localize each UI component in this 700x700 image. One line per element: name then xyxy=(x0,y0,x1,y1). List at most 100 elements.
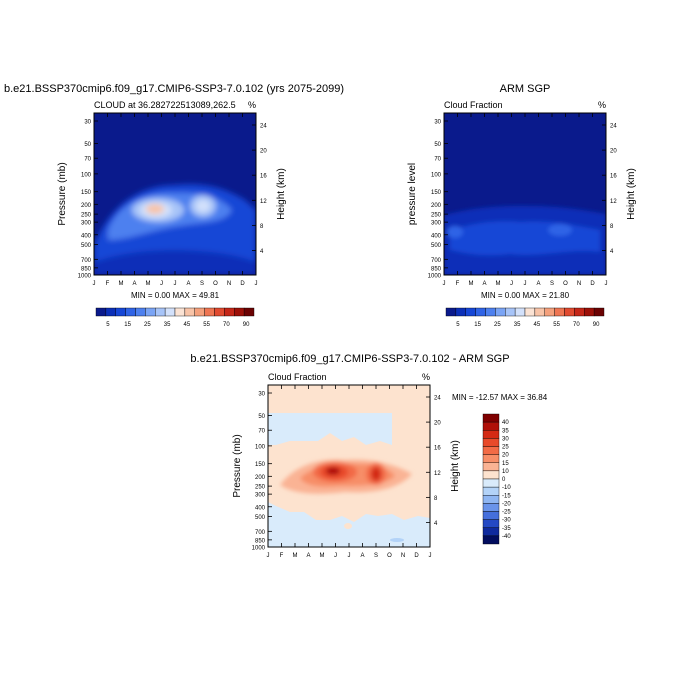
colorbar-label: 25 xyxy=(494,322,501,328)
colorbar-label: 70 xyxy=(223,322,230,328)
colorbar-swatch xyxy=(475,307,486,317)
month-tick-label: J xyxy=(429,553,432,559)
pressure-tick-label: 250 xyxy=(255,485,266,491)
month-tick-label: M xyxy=(496,281,501,287)
panel-model-colorbar: 5 15 25 35 45 55 70 90 xyxy=(95,307,255,328)
pressure-tick-label: 850 xyxy=(255,538,266,544)
month-tick-label: S xyxy=(550,281,554,287)
pressure-tick-label: 30 xyxy=(434,120,441,126)
colorbar-label: 45 xyxy=(534,322,541,328)
colorbar-label: 55 xyxy=(553,322,560,328)
colorbar-label: 35 xyxy=(514,322,521,328)
month-tick-label: O xyxy=(387,553,392,559)
pressure-tick-label: 200 xyxy=(255,475,266,481)
month-tick-label: N xyxy=(227,281,231,287)
colorbar-label: 40 xyxy=(502,420,509,426)
colorbar-swatch xyxy=(482,446,500,455)
month-tick-label: M xyxy=(119,281,124,287)
colorbar-swatch xyxy=(234,307,245,317)
colorbar-swatch xyxy=(482,486,500,496)
month-tick-label: M xyxy=(293,553,298,559)
height-tick-label: 24 xyxy=(610,123,617,129)
panel-obs-subtitle-right: % xyxy=(598,100,606,110)
colorbar-swatch xyxy=(95,307,107,317)
colorbar-label: 90 xyxy=(243,322,250,328)
pressure-tick-label: 100 xyxy=(431,172,442,178)
height-tick-label: 20 xyxy=(434,421,441,427)
panel-model-left-axis: 30 50 70 100 150 200 250 300 400 500 700 850 1000 xyxy=(78,120,98,280)
colorbar-label: 30 xyxy=(502,436,509,442)
colorbar-label: -10 xyxy=(502,485,511,491)
colorbar-label: -20 xyxy=(502,501,511,507)
pressure-tick-label: 500 xyxy=(81,243,92,249)
height-tick-label: 12 xyxy=(260,199,267,205)
colorbar-swatch xyxy=(465,307,476,317)
colorbar-swatch xyxy=(224,307,235,317)
cloud-secondary-core xyxy=(196,200,210,212)
pressure-tick-label: 700 xyxy=(431,258,442,264)
height-tick-label: 12 xyxy=(434,471,441,477)
panel-obs-subtitle-left: Cloud Fraction xyxy=(444,100,503,110)
panel-obs-ylabel-left: pressure level xyxy=(407,163,418,225)
height-tick-label: 12 xyxy=(610,199,617,205)
diff-core-2-inner xyxy=(371,467,381,481)
height-tick-label: 8 xyxy=(260,224,264,230)
colorbar-swatch xyxy=(485,307,496,317)
pressure-tick-label: 70 xyxy=(258,429,265,435)
colorbar-swatch xyxy=(145,307,156,317)
colorbar-label: 0 xyxy=(502,477,506,483)
colorbar-swatch xyxy=(505,307,516,317)
month-tick-label: O xyxy=(563,281,568,287)
colorbar-label: -30 xyxy=(502,518,511,524)
month-tick-label: M xyxy=(320,553,325,559)
colorbar-swatch xyxy=(445,307,457,317)
month-tick-label: F xyxy=(456,281,460,287)
colorbar-label: 5 xyxy=(456,322,460,328)
height-tick-label: 8 xyxy=(610,224,614,230)
colorbar-label: -15 xyxy=(502,493,511,499)
panel-obs-left-axis: 30 50 70 100 150 200 250 300 400 500 700 850 1000 xyxy=(428,120,448,280)
colorbar-swatch xyxy=(574,307,585,317)
colorbar-label: 10 xyxy=(502,469,509,475)
pressure-tick-label: 700 xyxy=(81,258,92,264)
height-tick-label: 8 xyxy=(434,496,438,502)
colorbar-label: 5 xyxy=(106,322,110,328)
panel-model: b.e21.BSSP370cmip6.f09_g17.CMIP6-SSP3-7.… xyxy=(4,83,344,328)
panel-model-ylabel-left: Pressure (mb) xyxy=(57,162,68,225)
panel-model-right-axis: 24 20 16 12 8 4 xyxy=(252,123,267,255)
colorbar-swatch xyxy=(482,430,500,439)
pressure-tick-label: 1000 xyxy=(428,274,442,280)
month-tick-label: D xyxy=(414,553,419,559)
panel-model-subtitle-right: % xyxy=(248,100,256,110)
colorbar-swatch xyxy=(524,307,536,317)
colorbar-swatch xyxy=(194,307,205,317)
panel-diff-subtitle-right: % xyxy=(422,372,430,382)
colorbar-label: 25 xyxy=(502,445,509,451)
pressure-tick-label: 250 xyxy=(81,213,92,219)
diff-core-1-max xyxy=(326,467,340,475)
colorbar-swatch xyxy=(482,462,500,472)
diff-neg-small xyxy=(390,538,404,542)
pressure-tick-label: 250 xyxy=(431,213,442,219)
month-tick-label: D xyxy=(590,281,595,287)
pressure-tick-label: 700 xyxy=(255,530,266,536)
height-tick-label: 20 xyxy=(260,149,267,155)
month-tick-label: J xyxy=(605,281,608,287)
pressure-tick-label: 400 xyxy=(431,233,442,239)
colorbar-swatch xyxy=(155,307,166,317)
month-tick-label: D xyxy=(240,281,245,287)
panel-obs-plot xyxy=(444,113,606,275)
panel-diff-subtitle-left: Cloud Fraction xyxy=(268,372,327,382)
colorbar-swatch xyxy=(564,307,575,317)
obs-cloud-patch xyxy=(548,224,572,236)
colorbar-label: 55 xyxy=(203,322,210,328)
panel-diff: b.e21.BSSP370cmip6.f09_g17.CMIP6-SSP3-7.… xyxy=(190,353,547,559)
colorbar-swatch xyxy=(455,307,466,317)
colorbar-swatch xyxy=(584,307,595,317)
colorbar-label: 45 xyxy=(184,322,191,328)
pressure-tick-label: 150 xyxy=(81,190,92,196)
